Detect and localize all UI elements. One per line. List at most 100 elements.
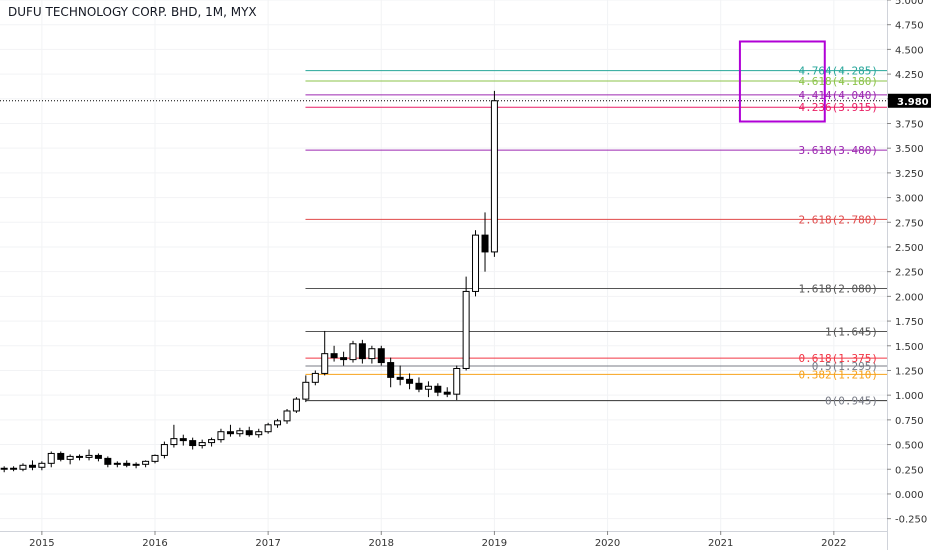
candle-body — [28, 464, 36, 468]
candle — [123, 460, 131, 468]
candle — [481, 212, 489, 272]
candle-body — [113, 462, 121, 465]
price-tick-label: 0.000 — [895, 490, 924, 501]
candle — [330, 345, 338, 362]
candle-body — [311, 372, 319, 383]
candle-body — [443, 391, 451, 395]
candle-body — [406, 378, 414, 384]
price-tick-label: 1.250 — [895, 366, 924, 377]
price-tick-label: 1.500 — [895, 342, 924, 353]
candle — [104, 456, 112, 468]
time-tick-label: 2015 — [29, 538, 54, 549]
candle-body — [10, 467, 18, 470]
candle-body — [396, 376, 404, 380]
candlesticks — [0, 90, 498, 473]
candle — [170, 424, 178, 448]
fib-level-label: 0.5(1.295) — [812, 360, 878, 373]
last-price-badge — [888, 93, 931, 108]
price-tick-label: 3.750 — [895, 119, 924, 130]
price-tick-label: 4.500 — [895, 45, 924, 56]
candle — [349, 340, 357, 363]
candle-body — [94, 454, 102, 459]
candle-body — [47, 452, 55, 464]
price-tick-label: 2.000 — [895, 292, 924, 303]
fib-level-label: 3.618(3.480) — [799, 144, 878, 157]
candle — [358, 339, 366, 364]
fib-level-label: 4.618(4.180) — [799, 75, 878, 88]
price-tick-label: 3.250 — [895, 169, 924, 180]
candle-body — [208, 439, 216, 444]
candle-body — [358, 343, 366, 360]
candle — [19, 463, 27, 472]
candle — [57, 451, 65, 462]
candle-body — [142, 460, 150, 465]
time-tick-label: 2017 — [255, 538, 280, 549]
candle — [151, 454, 159, 464]
fib-level-label: 1.618(2.080) — [799, 282, 878, 295]
candle-body — [57, 452, 65, 460]
candle-body — [255, 431, 263, 436]
candle-body — [462, 290, 470, 369]
candle — [406, 373, 414, 390]
candle — [113, 461, 121, 468]
candle-body — [387, 362, 395, 378]
highlight-box — [738, 40, 826, 123]
candle-body — [151, 454, 159, 462]
candle-body — [490, 100, 498, 253]
price-tick-label: 4.250 — [895, 70, 924, 81]
candle — [302, 375, 310, 403]
price-axis-background — [887, 0, 932, 550]
candle — [264, 422, 272, 434]
candle-body — [321, 353, 329, 374]
time-tick-label: 2016 — [142, 538, 167, 549]
candle-body — [0, 467, 8, 470]
candle-body — [481, 234, 489, 253]
price-tick-label: 1.750 — [895, 317, 924, 328]
candle — [490, 90, 498, 257]
candle-body — [340, 357, 348, 361]
candle — [368, 345, 376, 364]
candle — [311, 370, 319, 386]
candle-body — [19, 464, 27, 470]
price-tick-label: 5.000 — [895, 0, 924, 7]
candle-body — [123, 462, 131, 466]
candle-body — [424, 385, 432, 390]
candle-body — [38, 462, 46, 468]
candle-body — [104, 457, 112, 465]
price-tick-label: 3.500 — [895, 144, 924, 155]
candle — [132, 462, 140, 469]
chart-title: DUFU TECHNOLOGY CORP. BHD, 1M, MYX — [8, 5, 257, 19]
candle — [85, 449, 93, 461]
candle — [255, 428, 263, 438]
candle-body — [330, 353, 338, 359]
candle-body — [302, 381, 310, 400]
candle — [434, 383, 442, 397]
price-tick-label: 3.000 — [895, 194, 924, 205]
candle — [453, 365, 461, 401]
candle — [274, 418, 282, 428]
candle-body — [434, 385, 442, 393]
candle — [245, 426, 253, 437]
candle — [283, 408, 291, 424]
time-tick-label: 2022 — [821, 538, 846, 549]
candle — [189, 437, 197, 450]
candle — [340, 351, 348, 366]
candle-body — [349, 343, 357, 361]
candle-body — [85, 454, 93, 458]
candle-body — [76, 455, 84, 458]
candle — [321, 330, 329, 376]
candle — [179, 434, 187, 446]
candle — [226, 424, 234, 437]
fib-level-label: 0.382(1.210) — [799, 368, 878, 381]
candle-body — [236, 430, 244, 435]
candle-body — [245, 430, 253, 436]
candle-body — [264, 424, 272, 433]
candle-body — [415, 382, 423, 390]
fib-level-label: 4.236(3.915) — [799, 101, 878, 114]
candle — [387, 357, 395, 388]
candle-body — [66, 455, 74, 460]
candle — [208, 437, 216, 447]
